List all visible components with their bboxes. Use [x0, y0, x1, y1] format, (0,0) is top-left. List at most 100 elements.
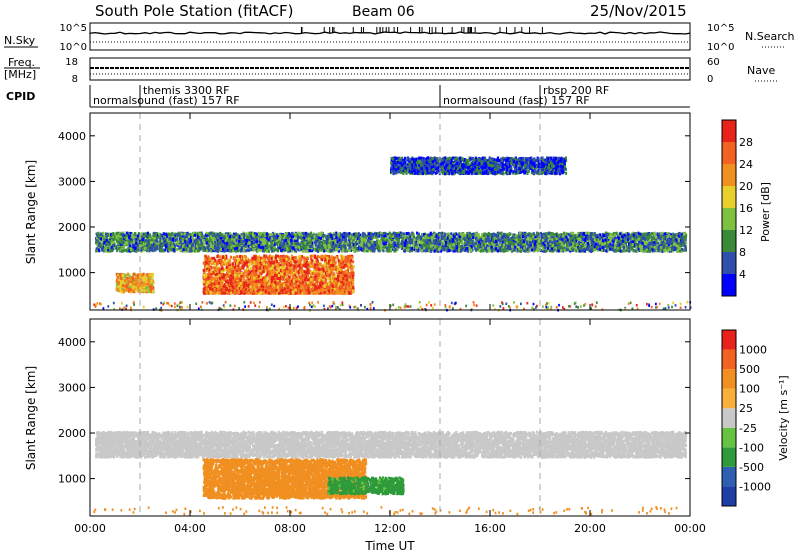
power-cell: [459, 249, 462, 253]
power-cell: [376, 232, 379, 236]
power-cell: [439, 232, 443, 236]
power-cell: [445, 243, 448, 247]
power-cell: [406, 240, 409, 244]
power-cell: [496, 243, 499, 247]
power-cell: [123, 236, 126, 240]
power-cell: [661, 246, 664, 250]
power-cell: [237, 235, 240, 239]
power-cell: [599, 244, 602, 248]
power-cell: [429, 238, 432, 242]
power-cell: [518, 247, 521, 251]
power-cell: [482, 237, 485, 240]
power-cell: [221, 234, 224, 238]
power-cell: [600, 242, 604, 246]
power-cell: [478, 248, 481, 252]
power-cell: [518, 248, 521, 252]
power-cell: [639, 242, 642, 246]
power-cell: [448, 236, 451, 240]
power-cell: [637, 231, 640, 235]
power-cell: [624, 232, 628, 236]
power-cell: [391, 247, 394, 251]
power-cell: [225, 233, 228, 237]
power-cell: [680, 247, 684, 251]
power-cell: [657, 242, 660, 245]
power-cell: [325, 236, 328, 240]
power-cell: [125, 236, 128, 240]
power-cell: [240, 240, 243, 244]
power-cell: [192, 238, 195, 242]
power-cell: [238, 239, 241, 243]
power-cell: [366, 249, 369, 253]
power-cell: [291, 231, 294, 235]
power-cell: [578, 240, 581, 244]
power-cell: [298, 245, 301, 249]
power-cell: [254, 235, 257, 239]
power-cell: [584, 241, 587, 245]
power-cell: [427, 233, 430, 237]
power-cell: [682, 242, 685, 246]
power-cell: [388, 235, 391, 239]
power-cell: [201, 245, 204, 249]
power-cell: [585, 231, 588, 235]
power-cell: [603, 242, 606, 246]
power-cell: [545, 236, 548, 239]
power-cell: [150, 237, 154, 240]
power-cell: [95, 247, 98, 251]
power-cell: [458, 238, 461, 242]
power-cell: [401, 240, 404, 243]
power-cell: [552, 236, 555, 240]
power-cell: [563, 248, 566, 252]
power-cell: [611, 235, 614, 239]
power-cell: [279, 240, 282, 244]
power-cell: [560, 240, 563, 244]
power-cell: [172, 242, 176, 246]
power-cell: [431, 243, 434, 247]
power-cell: [173, 244, 176, 248]
power-cell: [506, 248, 510, 252]
power-cell: [443, 236, 446, 240]
power-cell: [293, 242, 297, 245]
power-cell: [583, 233, 586, 237]
power-cell: [223, 239, 226, 243]
power-cell: [403, 247, 406, 250]
power-cell: [613, 236, 616, 240]
power-cell: [397, 233, 400, 237]
power-cell: [435, 238, 438, 242]
power-cell: [479, 249, 483, 253]
power-cell: [181, 237, 184, 241]
power-cell: [101, 237, 104, 241]
power-cell: [385, 238, 388, 242]
power-cell: [282, 247, 285, 251]
power-cell: [351, 245, 354, 248]
power-cell: [166, 246, 169, 250]
power-cell: [543, 237, 546, 241]
power-cell: [385, 240, 388, 244]
power-cell: [159, 239, 162, 243]
power-cell: [403, 232, 406, 236]
power-cell: [190, 247, 193, 251]
power-cell: [390, 236, 393, 239]
power-cell: [665, 242, 669, 246]
power-cell: [413, 244, 416, 248]
power-cell: [140, 249, 143, 253]
power-cell: [219, 245, 222, 249]
power-cell: [139, 233, 142, 237]
power-cell: [501, 240, 505, 244]
nsky-label: N.Sky: [4, 34, 36, 47]
power-cell: [683, 244, 686, 248]
power-cell: [266, 241, 269, 245]
power-cell: [660, 247, 663, 251]
power-cell: [607, 243, 610, 247]
power-cell: [587, 245, 590, 249]
power-cell: [599, 233, 602, 237]
power-cell: [97, 231, 100, 235]
power-cell: [623, 244, 626, 248]
freq-panel: Freq. [MHz] 18 8 60 0 Nave: [4, 56, 778, 85]
power-cell: [188, 249, 191, 253]
power-cell: [490, 232, 493, 236]
power-cell: [518, 238, 521, 242]
power-cell: [347, 238, 350, 242]
power-cell: [304, 233, 307, 237]
power-cell: [248, 232, 252, 236]
power-cell: [299, 232, 302, 236]
